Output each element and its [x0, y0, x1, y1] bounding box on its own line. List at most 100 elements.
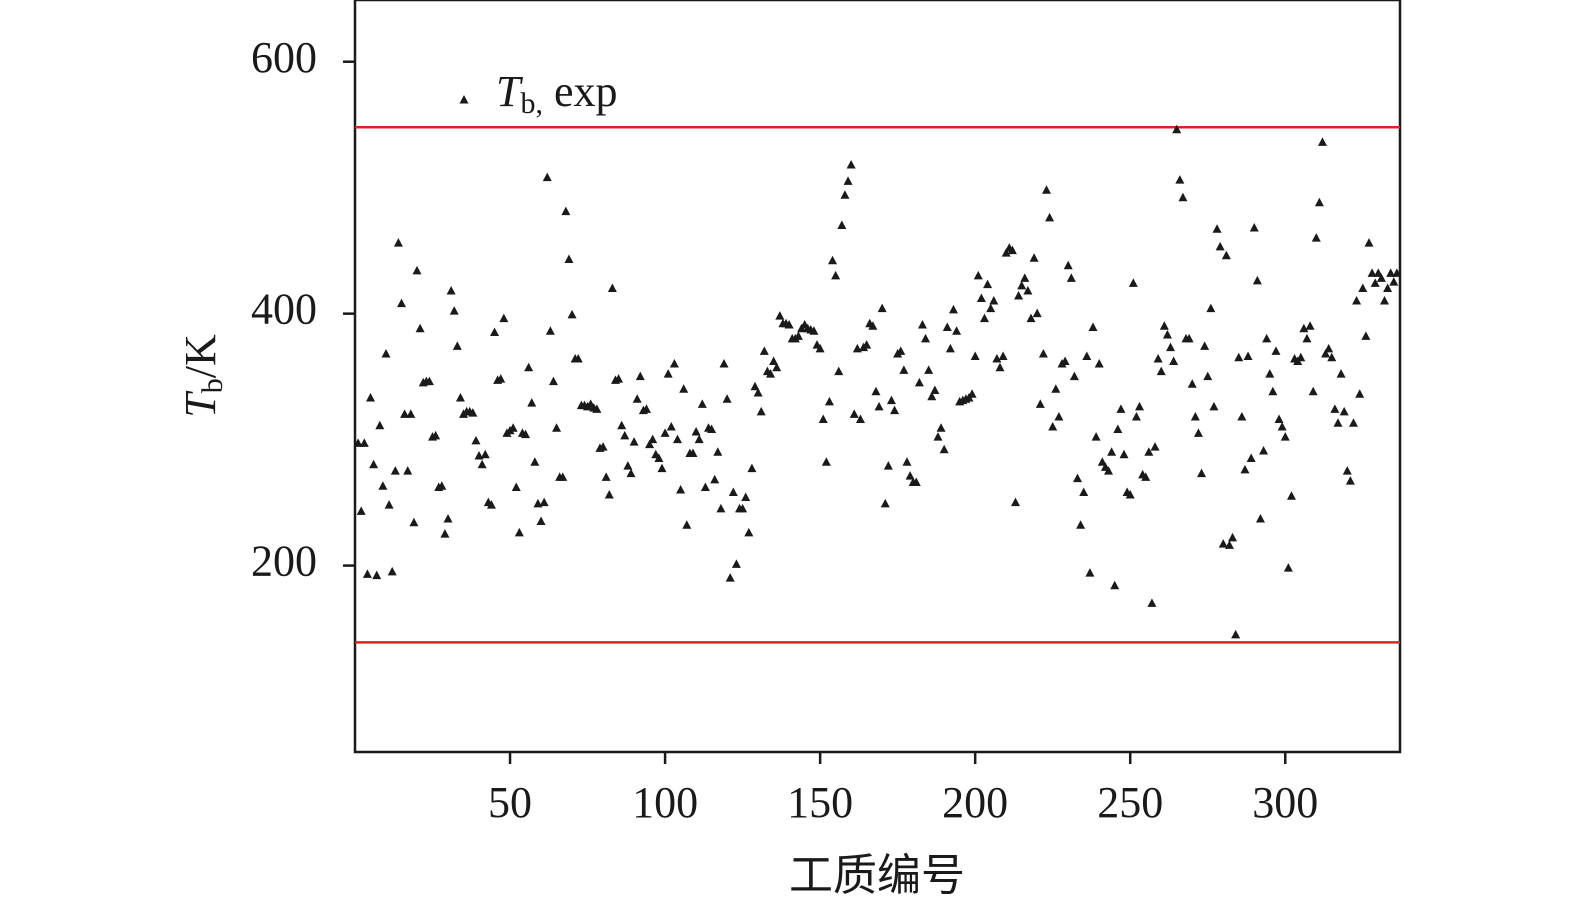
- data-point: [635, 371, 645, 381]
- data-point: [641, 404, 651, 413]
- data-point: [632, 394, 642, 403]
- data-point: [831, 270, 841, 280]
- data-point: [1203, 371, 1213, 381]
- data-point: [1162, 330, 1172, 339]
- data-point: [508, 423, 518, 432]
- data-point: [601, 472, 611, 481]
- data-point: [449, 306, 459, 315]
- data-point: [713, 447, 723, 456]
- x-axis-label: 工质编号: [789, 851, 965, 900]
- data-point: [992, 353, 1002, 363]
- data-point: [1252, 275, 1262, 285]
- data-point: [573, 353, 583, 363]
- data-point: [725, 573, 735, 582]
- data-point: [1302, 333, 1312, 343]
- data-point: [942, 322, 952, 332]
- data-point: [620, 430, 630, 440]
- data-point: [868, 321, 878, 330]
- data-point: [1082, 351, 1092, 360]
- data-point: [527, 398, 537, 407]
- data-point: [886, 395, 896, 405]
- data-point: [809, 326, 819, 335]
- data-point: [682, 520, 692, 529]
- data-point: [1373, 268, 1383, 277]
- x-tick-label: 50: [488, 778, 532, 827]
- x-tick-label: 250: [1097, 778, 1163, 827]
- data-point: [1190, 411, 1200, 421]
- data-point: [775, 311, 785, 320]
- data-point: [784, 319, 794, 329]
- data-point: [1060, 356, 1070, 366]
- data-point: [471, 435, 481, 445]
- data-point: [967, 389, 977, 398]
- data-point: [1193, 428, 1203, 437]
- data-point: [1007, 245, 1017, 255]
- data-point: [936, 423, 946, 432]
- data-point: [437, 481, 447, 490]
- data-point: [1184, 333, 1194, 343]
- data-point: [1029, 253, 1039, 262]
- data-point: [688, 448, 698, 457]
- data-point: [979, 313, 989, 323]
- data-point: [626, 468, 636, 478]
- data-point: [874, 401, 884, 411]
- data-point: [564, 254, 574, 263]
- data-point: [604, 490, 614, 499]
- data-point: [877, 303, 887, 313]
- data-point: [1221, 250, 1231, 260]
- data-point: [1131, 411, 1141, 421]
- data-point: [617, 420, 627, 430]
- data-point: [1345, 476, 1355, 485]
- data-point: [917, 319, 927, 329]
- data-point: [1224, 540, 1234, 549]
- y-tick-label: 400: [251, 285, 317, 334]
- data-point: [1389, 277, 1399, 286]
- data-point: [716, 503, 726, 513]
- data-point: [933, 432, 943, 441]
- data-point: [691, 427, 701, 436]
- data-point: [1107, 447, 1117, 456]
- data-point: [970, 351, 980, 360]
- data-point: [722, 394, 732, 403]
- data-point: [1045, 212, 1055, 222]
- data-point: [1206, 303, 1216, 313]
- data-point: [1085, 568, 1095, 577]
- data-point: [561, 206, 571, 216]
- x-tick-label: 100: [632, 778, 698, 827]
- data-point: [1153, 353, 1163, 363]
- y-label-main: T: [176, 390, 225, 418]
- data-point: [756, 406, 766, 416]
- data-point: [1348, 418, 1358, 427]
- data-point: [1026, 313, 1036, 323]
- data-point: [431, 430, 441, 440]
- data-point: [545, 326, 555, 335]
- data-point: [356, 506, 366, 515]
- data-point: [1159, 321, 1169, 330]
- data-point: [1178, 192, 1188, 202]
- data-point: [983, 279, 993, 289]
- data-point: [446, 285, 456, 295]
- data-point: [511, 482, 521, 491]
- data-point: [452, 341, 462, 350]
- data-point: [455, 393, 465, 402]
- data-point: [1172, 124, 1182, 134]
- data-point: [697, 399, 707, 408]
- data-point: [741, 492, 751, 502]
- data-point: [496, 374, 506, 383]
- legend-marker: [459, 95, 469, 104]
- data-point: [1361, 331, 1371, 340]
- data-point: [1156, 366, 1166, 376]
- data-point: [1317, 137, 1327, 146]
- data-point: [629, 437, 639, 446]
- data-point: [837, 220, 847, 229]
- data-point: [1076, 520, 1086, 529]
- data-point: [1187, 379, 1197, 388]
- legend-sub: b,: [520, 87, 543, 120]
- data-point: [769, 356, 779, 366]
- data-point: [694, 434, 704, 444]
- data-point: [1234, 352, 1244, 362]
- data-point: [862, 340, 872, 349]
- data-point: [1255, 513, 1265, 523]
- data-point: [1010, 497, 1020, 507]
- data-point: [424, 376, 434, 386]
